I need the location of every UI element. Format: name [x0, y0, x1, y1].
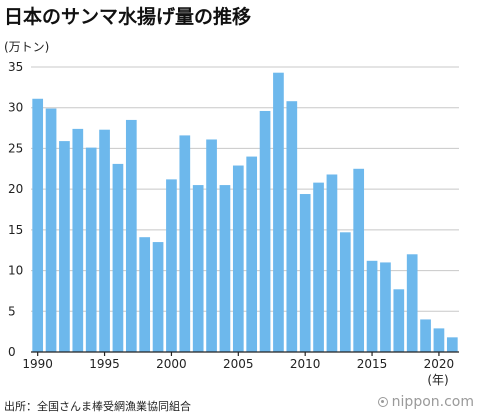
x-tick-label: 2000: [156, 357, 187, 371]
x-tick-label: 2015: [357, 357, 388, 371]
bar-2015: [366, 260, 378, 352]
bar-1997: [125, 119, 137, 352]
bar-2009: [286, 101, 298, 352]
bar-2021: [446, 337, 458, 352]
y-tick-label: 20: [8, 182, 23, 196]
bar-1996: [112, 163, 124, 352]
x-tick-label: 2005: [223, 357, 254, 371]
brand-mark-icon: [377, 397, 388, 407]
bar-2002: [192, 185, 204, 352]
source-note: 出所：全国さんま棒受網漁業協同組合: [4, 400, 191, 413]
bar-1994: [85, 147, 97, 352]
bar-2018: [406, 254, 418, 352]
bar-2019: [420, 319, 431, 352]
bar-2001: [179, 135, 191, 352]
bar-2000: [166, 179, 177, 352]
bar-2014: [353, 168, 365, 352]
brand-name: nippon.com: [391, 394, 474, 410]
y-tick-label: 5: [8, 304, 16, 318]
y-axis-unit-label: (万トン): [4, 40, 50, 54]
bar-2012: [326, 174, 338, 352]
bar-2011: [313, 182, 324, 352]
bar-2020: [433, 328, 445, 352]
bar-1992: [59, 141, 70, 352]
chart-title: 日本のサンマ水揚げ量の推移: [4, 6, 252, 28]
y-tick-label: 35: [8, 60, 23, 74]
bar-1999: [152, 242, 164, 352]
bar-2016: [380, 262, 391, 352]
bar-1995: [99, 129, 110, 352]
x-tick-label: 1990: [22, 357, 53, 371]
bar-2008: [273, 72, 284, 352]
x-axis-unit-label: (年): [427, 373, 448, 387]
bar-1991: [45, 108, 57, 353]
brand-logo: nippon.com: [377, 394, 474, 410]
bar-1990: [32, 98, 44, 352]
y-tick-label: 10: [8, 264, 23, 278]
bar-2007: [259, 110, 271, 352]
y-tick-label: 0: [8, 345, 16, 359]
bar-2005: [232, 165, 244, 352]
bar-2010: [299, 194, 311, 352]
x-tick-label: 2010: [290, 357, 321, 371]
bar-2013: [339, 232, 351, 352]
bar-2006: [246, 156, 258, 352]
bar-2004: [219, 185, 231, 352]
x-tick-label: 2020: [424, 357, 455, 371]
bar-1998: [139, 237, 151, 352]
y-tick-label: 30: [8, 101, 23, 115]
x-tick-label: 1995: [89, 357, 120, 371]
bar-2003: [206, 139, 217, 352]
y-tick-label: 25: [8, 141, 23, 155]
bar-2017: [393, 289, 405, 352]
bar-1993: [72, 128, 84, 352]
bar-chart: 0 5 10 15 20 25 30 35 1990 1995 2000 2005 2010 2015 20…: [8, 60, 459, 387]
y-tick-label: 15: [8, 223, 23, 237]
